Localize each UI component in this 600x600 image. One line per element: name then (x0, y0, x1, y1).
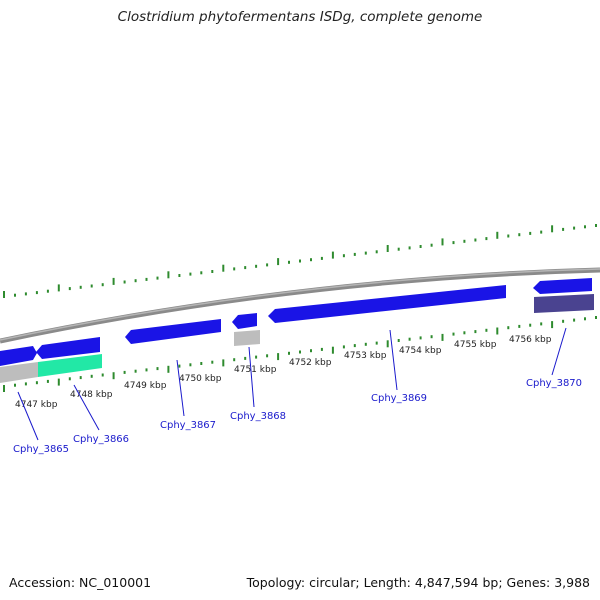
gene-arrow[interactable] (36, 337, 100, 359)
kbp-scale: 4747 kbp 4748 kbp 4749 kbp 4750 kbp 4751… (15, 335, 552, 410)
gene-block[interactable] (534, 294, 594, 313)
kbp-label: 4748 kbp (70, 390, 113, 400)
gene-label[interactable]: Cphy_3870 (526, 378, 582, 389)
gene-label[interactable]: Cphy_3869 (371, 393, 427, 404)
kbp-label: 4752 kbp (289, 358, 332, 368)
gene-label[interactable]: Cphy_3866 (73, 434, 129, 445)
gene-label[interactable]: Cphy_3868 (230, 411, 286, 422)
forward-genes (0, 278, 592, 366)
gene-label[interactable]: Cphy_3865 (13, 444, 69, 455)
gene-arrow[interactable] (533, 278, 592, 294)
gene-block[interactable] (38, 354, 102, 377)
kbp-label: 4754 kbp (399, 346, 442, 356)
genome-summary-text: Topology: circular; Length: 4,847,594 bp… (246, 575, 590, 590)
genome-backbone (0, 267, 600, 344)
kbp-label: 4749 kbp (124, 381, 167, 391)
kbp-label: 4750 kbp (179, 374, 222, 384)
kbp-label: 4751 kbp (234, 365, 277, 375)
kbp-label: 4755 kbp (454, 340, 497, 350)
gene-block[interactable] (234, 330, 260, 346)
gene-labels: Cphy_3865 Cphy_3866 Cphy_3867 Cphy_3868 … (13, 378, 582, 455)
gene-arrow[interactable] (268, 285, 506, 323)
gene-arrow[interactable] (125, 319, 221, 344)
gene-leaders (17, 327, 567, 441)
kbp-label: 4753 kbp (344, 351, 387, 361)
kbp-label: 4747 kbp (15, 400, 58, 410)
accession-text: Accession: NC_010001 (9, 575, 152, 590)
gene-arrow[interactable] (0, 346, 37, 366)
gene-arrow[interactable] (232, 313, 257, 329)
reverse-genes (0, 294, 594, 383)
gene-block[interactable] (0, 362, 38, 383)
gene-label[interactable]: Cphy_3867 (160, 420, 216, 431)
map-title: Clostridium phytofermentans ISDg, comple… (117, 9, 483, 25)
outer-tick-row (3, 224, 597, 298)
kbp-label: 4756 kbp (509, 335, 552, 345)
inner-tick-row (3, 316, 597, 392)
